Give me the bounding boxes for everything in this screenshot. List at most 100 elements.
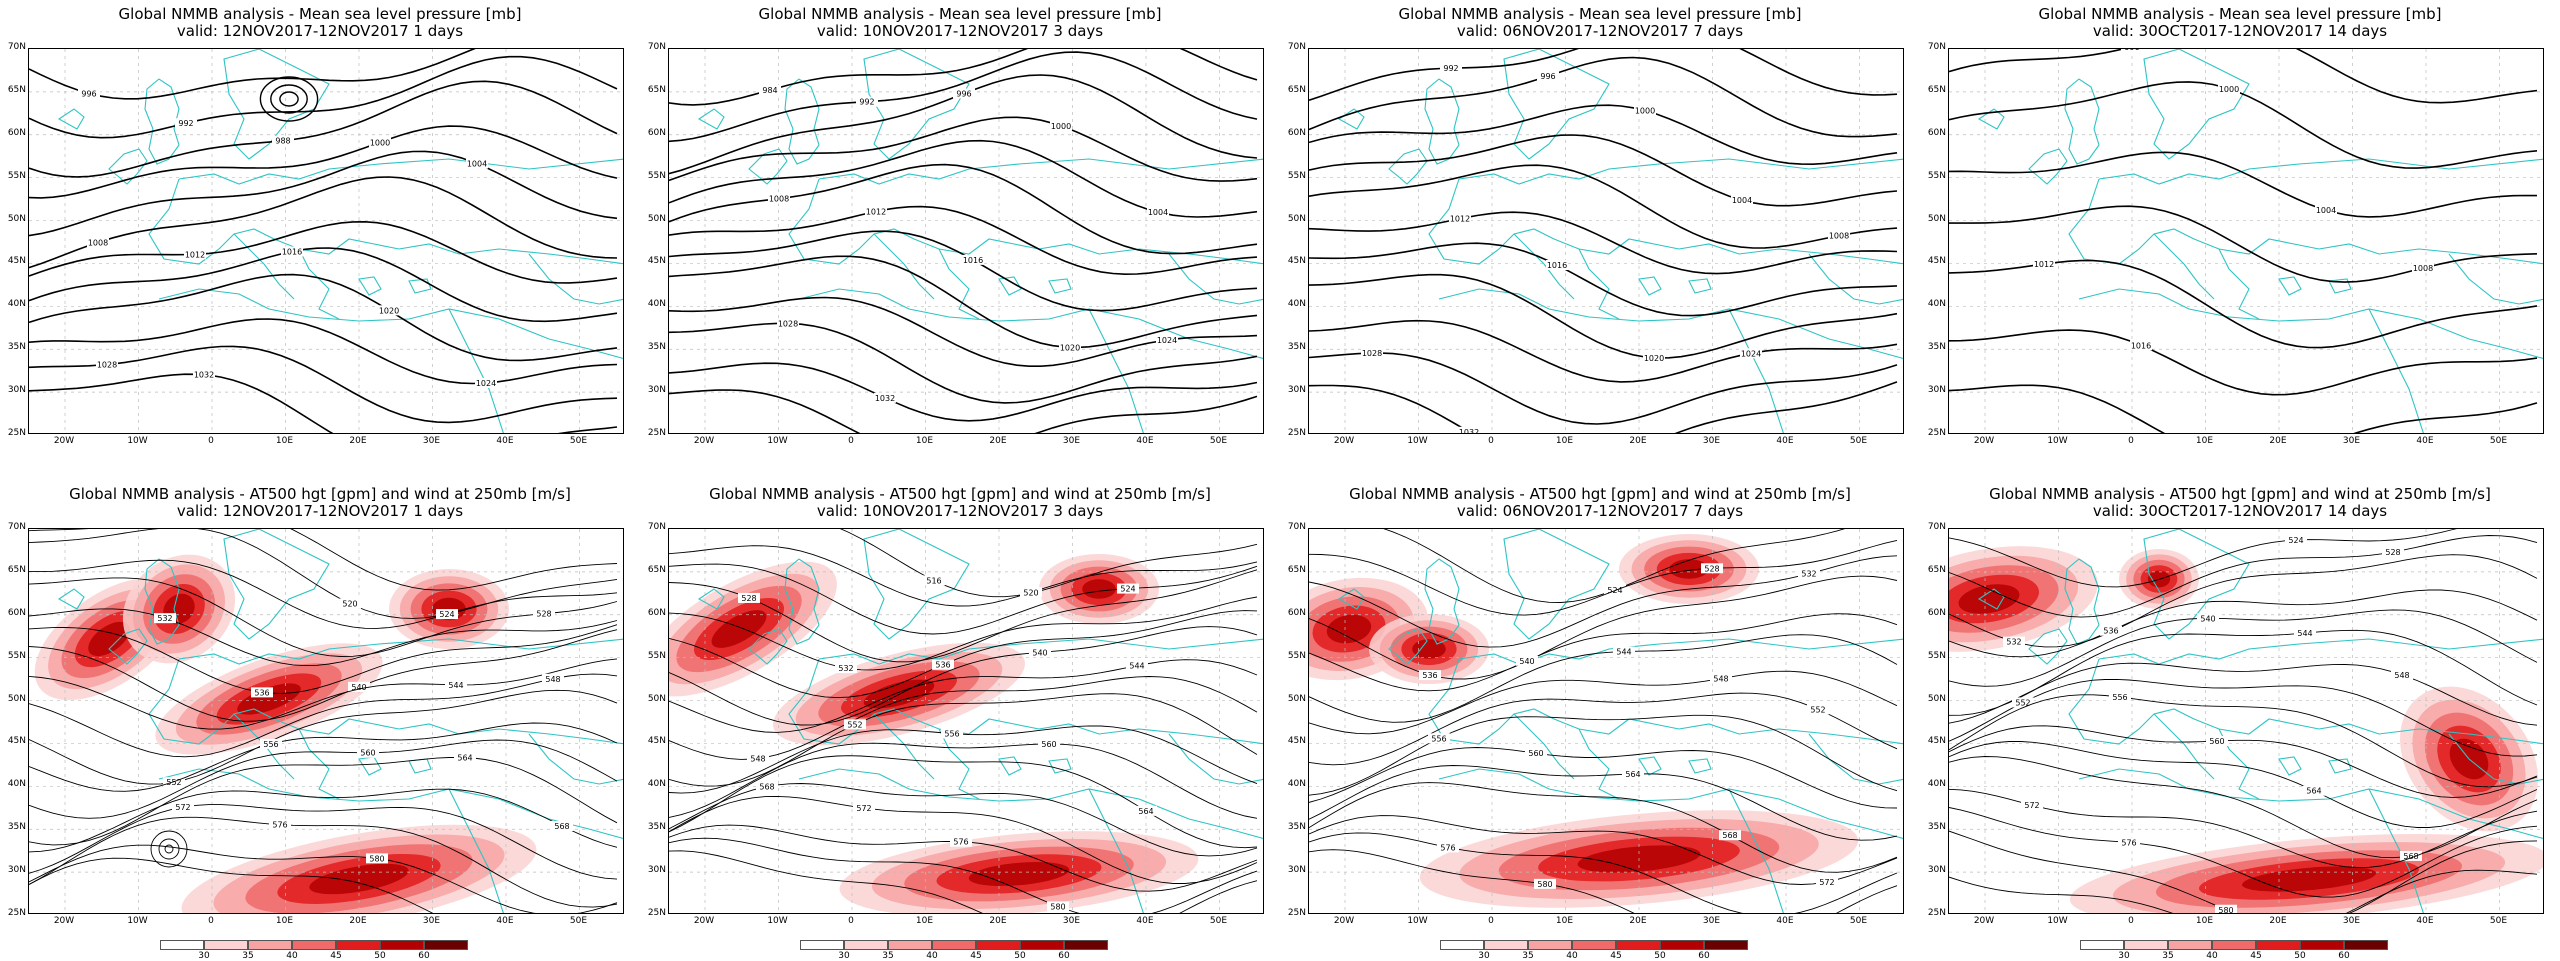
lat-tick-label: 70N — [647, 522, 666, 532]
lat-tick-label: 30N — [647, 385, 666, 396]
isoline — [1949, 788, 2538, 868]
coastline — [2068, 178, 2215, 300]
coastline — [1458, 158, 1903, 185]
coastline — [2448, 733, 2543, 785]
coastline — [1503, 529, 1610, 640]
isoline-label: 1000 — [2219, 85, 2239, 94]
isoline — [1949, 694, 2538, 788]
isoline-label-bg — [747, 753, 769, 764]
coastline — [2328, 758, 2352, 774]
colorbar-tick-label: 40 — [2206, 951, 2218, 961]
isoline-label: 580 — [2218, 906, 2233, 914]
isoline-label-bg — [844, 719, 866, 730]
isoline — [1309, 56, 1898, 138]
coastline — [1088, 788, 1144, 913]
lon-tick-label: 0 — [208, 436, 214, 446]
lon-tick-label: 20W — [53, 436, 75, 446]
map-panel: Global NMMB analysis - AT500 hgt [gpm] a… — [640, 480, 1280, 961]
colorbar-swatch — [424, 940, 468, 950]
isoline-label-bg — [454, 752, 476, 763]
coastline — [144, 78, 180, 165]
isoline — [669, 545, 1258, 607]
lon-tick-label: 10W — [127, 916, 148, 926]
isoline-label: 528 — [2385, 548, 2400, 557]
isoline-label-bg — [1059, 342, 1081, 353]
lon-tick-label: 0 — [1488, 916, 1494, 926]
isoline — [29, 788, 618, 853]
lon-tick-label: 0 — [1488, 436, 1494, 446]
lat-tick-label: 25N — [1927, 428, 1946, 438]
lat-tick-label: 50N — [647, 213, 666, 224]
isoline — [1949, 205, 2538, 283]
coastline — [408, 278, 432, 294]
isoline-label-bg — [2197, 613, 2219, 624]
wind-colorbar: 30 35 40 45 50 60 — [160, 940, 490, 961]
coastline — [1424, 78, 1460, 165]
isoline-label-bg — [2118, 837, 2140, 848]
isoline-label: 556 — [944, 730, 959, 739]
lat-tick-label: 40N — [647, 299, 666, 310]
isoline — [669, 742, 1258, 819]
isoline — [1309, 242, 1898, 317]
wind-colorbar: 30 35 40 45 50 60 — [800, 940, 1130, 961]
map-frame: 516 520 524 528 532 536 540 544 548 552 556 560 564 5… — [668, 528, 1264, 914]
isoline-label: 544 — [1616, 648, 1631, 657]
isoline — [29, 624, 618, 694]
lon-tick-label: 10E — [275, 916, 294, 926]
isoline — [1309, 319, 1898, 383]
isoline-label-bg — [1135, 805, 1157, 816]
isoline — [1309, 692, 1898, 766]
isoline — [29, 529, 618, 619]
colorbar-swatch — [292, 940, 336, 950]
coastline — [108, 148, 148, 185]
isoline-label: 1008 — [2413, 264, 2433, 273]
isoline — [1949, 49, 2538, 104]
isoline-label: 548 — [750, 754, 765, 763]
isoline-label: 536 — [254, 688, 269, 697]
coastline — [1048, 758, 1072, 774]
isoline-label: 552 — [1810, 705, 1825, 714]
lon-tick-label: 50E — [1209, 916, 1228, 926]
isoline-label: 552 — [2015, 698, 2030, 707]
colorbar-tick-label: 40 — [286, 951, 298, 961]
colorbar-swatch — [336, 940, 380, 950]
isoline-label: 992 — [859, 98, 874, 107]
isoline-label: 996 — [2124, 49, 2139, 52]
isoline-label: 1028 — [778, 319, 798, 328]
isoline — [29, 345, 618, 424]
isoline-label: 988 — [275, 137, 290, 146]
lat-tick-label: 65N — [1927, 84, 1946, 95]
isoline-label: 1016 — [963, 256, 983, 265]
isoline-label-bg — [96, 359, 118, 370]
panel-valid-period: valid: 10NOV2017-12NOV2017 3 days — [816, 502, 1104, 520]
map-panel: Global NMMB analysis - Mean sea level pr… — [640, 0, 1280, 480]
isoline-label-bg — [551, 820, 573, 831]
isoline-label: 1032 — [875, 394, 895, 403]
isoline-label-bg — [1613, 646, 1635, 657]
colorbar-swatch — [1440, 940, 1484, 950]
map-frame: 524 528 532 536 540 544 548 552 556 560 564 568 572 5… — [1308, 528, 1904, 914]
isoline-label: 560 — [1041, 740, 1056, 749]
isoline-label-bg — [1117, 583, 1139, 594]
isoline-label: 528 — [1704, 564, 1719, 573]
coastline — [528, 253, 623, 305]
lat-tick-label: 30N — [7, 865, 26, 876]
map-frame: 992 996 1000 1004 1008 1012 1016 1020 1024 1028 10… — [1308, 48, 1904, 434]
isoline-label-bg — [1719, 830, 1741, 841]
isoline-label: 524 — [439, 610, 454, 619]
coastline — [938, 248, 980, 320]
isoline — [669, 596, 1258, 671]
wind-shading — [711, 610, 767, 648]
lat-tick-label: 45N — [7, 256, 26, 267]
isoline-label-bg — [2012, 697, 2034, 708]
coastline — [873, 708, 1263, 745]
isoline-label: 1012 — [185, 250, 205, 259]
coastline — [998, 756, 1022, 776]
coastline — [358, 276, 382, 296]
isoline-label-bg — [2391, 669, 2413, 680]
isoline-label-bg — [759, 85, 781, 96]
isoline-label-bg — [1516, 655, 1538, 666]
isoline — [1949, 609, 2538, 687]
lon-tick-label: 10E — [2195, 916, 2214, 926]
isoline-label-bg — [369, 137, 391, 148]
